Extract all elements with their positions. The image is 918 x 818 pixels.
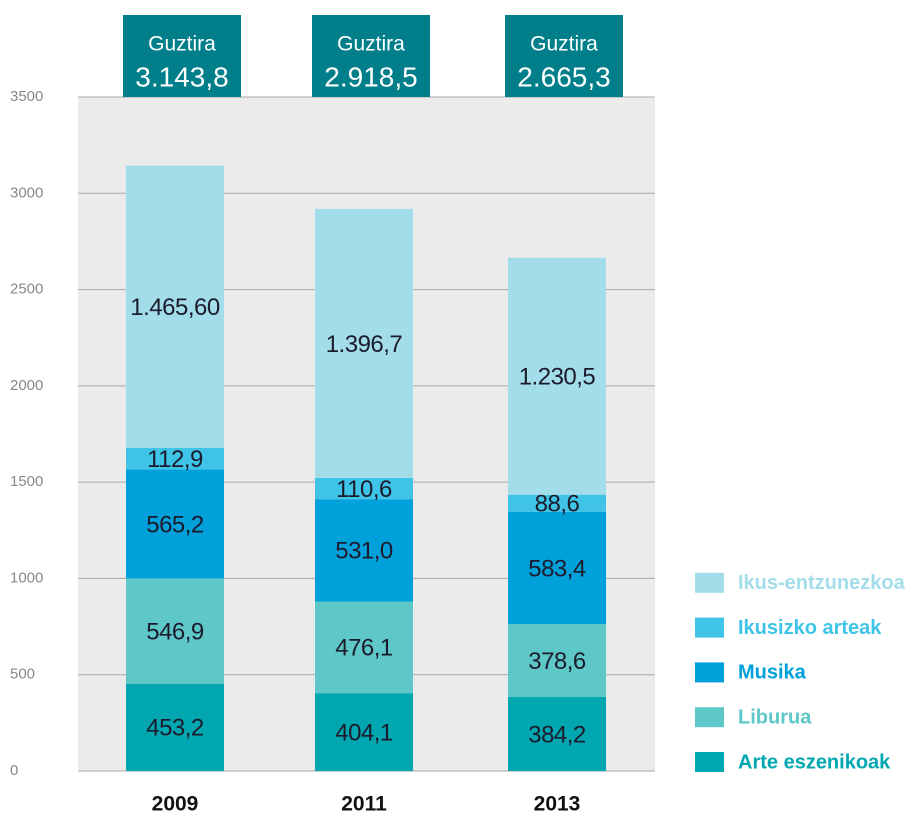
total-title: Guztira	[530, 33, 598, 56]
bar-segment	[508, 257, 606, 495]
value-label: 384,2	[528, 721, 586, 748]
value-label: 1.465,60	[130, 294, 220, 321]
legend-swatch	[695, 617, 724, 638]
value-label: 110,6	[336, 476, 392, 503]
legend-label: Arte eszenikoak	[738, 751, 891, 773]
value-label: 546,9	[146, 618, 204, 645]
bar-segment	[126, 578, 224, 684]
y-tick-label: 1500	[10, 473, 43, 490]
value-label: 531,0	[335, 538, 393, 565]
legend-label: Liburua	[738, 706, 812, 728]
legend-label: Musika	[738, 662, 807, 684]
value-label: 112,9	[147, 446, 203, 473]
bar-segment	[508, 624, 606, 698]
total-box	[123, 15, 241, 97]
total-box	[505, 15, 623, 97]
y-tick-label: 0	[10, 762, 18, 779]
legend-label: Ikus-entzunezkoa	[738, 572, 906, 594]
bar-segment	[126, 469, 224, 579]
bar-segment	[315, 601, 413, 694]
value-label: 1.396,7	[326, 331, 403, 358]
value-label: 1.230,5	[519, 364, 596, 391]
total-title: Guztira	[337, 33, 405, 56]
y-tick-label: 1000	[10, 569, 43, 586]
bar-segment	[508, 494, 606, 512]
x-tick-label: 2009	[152, 793, 199, 816]
bar-segment	[315, 208, 413, 478]
y-tick-label: 2000	[10, 377, 43, 394]
bar-segment	[126, 447, 224, 470]
y-tick-label: 3500	[10, 88, 43, 105]
value-label: 378,6	[528, 648, 586, 675]
value-label: 88,6	[535, 491, 580, 518]
legend-swatch	[695, 572, 724, 593]
value-label: 583,4	[528, 555, 586, 582]
y-tick-label: 2500	[10, 281, 43, 298]
bar-segment	[315, 477, 413, 500]
bar-segment	[508, 697, 606, 771]
legend-swatch	[695, 752, 724, 772]
total-label: 3.143,8	[135, 61, 228, 92]
value-label: 476,1	[335, 635, 393, 662]
y-tick-label: 500	[10, 666, 35, 683]
bar-segment	[315, 693, 413, 771]
total-title: Guztira	[148, 33, 216, 56]
bar-segment	[315, 499, 413, 602]
total-label: 2.665,3	[517, 61, 610, 92]
value-label: 565,2	[146, 511, 204, 538]
legend-label: Ikusizko arteak	[738, 617, 882, 639]
total-label: 2.918,5	[324, 61, 417, 92]
y-tick-label: 3000	[10, 184, 43, 201]
bar-segment	[126, 683, 224, 771]
value-label: 453,2	[146, 715, 204, 742]
bar-segment	[508, 511, 606, 625]
bar-segment	[126, 165, 224, 448]
x-tick-label: 2011	[341, 793, 387, 816]
value-label: 404,1	[335, 719, 393, 746]
x-tick-label: 2013	[534, 793, 581, 816]
legend-swatch	[695, 707, 724, 728]
legend-swatch	[695, 662, 724, 683]
total-box	[312, 15, 430, 97]
